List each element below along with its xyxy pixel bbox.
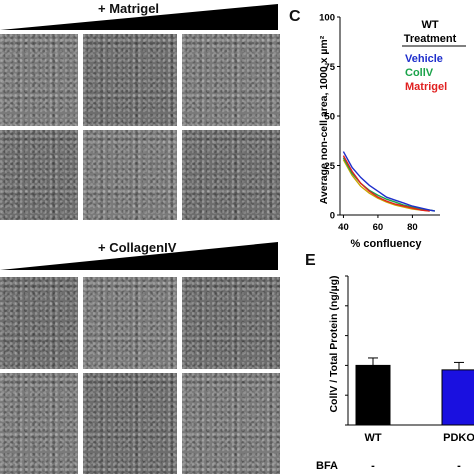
series-line-unlabeled (342, 159, 430, 212)
y-tick-label: 50 (324, 112, 335, 123)
micrograph-image (83, 130, 177, 220)
bar-pdko (441, 369, 474, 426)
micrograph-image (0, 130, 78, 220)
micrograph-image (83, 34, 177, 126)
collagen-gradient-wedge (0, 242, 278, 270)
legend-title-wt: WT (421, 19, 438, 31)
bfa-label: BFA (316, 460, 338, 472)
category-label: WT (364, 432, 381, 444)
y-tick-label: 100 (319, 13, 335, 24)
panel-c-letter: C (289, 8, 301, 25)
micrograph-image (83, 277, 177, 369)
matrigel-gradient-wedge (0, 4, 278, 30)
legend-vehicle: Vehicle (405, 53, 443, 65)
x-tick-label: 80 (407, 222, 418, 233)
y-tick-label: 25 (324, 161, 335, 172)
y-tick-label: 0 (330, 211, 335, 222)
y-tick-label: 75 (324, 62, 335, 73)
micrograph-image (182, 34, 280, 126)
micrograph-image (0, 34, 78, 126)
bar-wt (355, 364, 391, 426)
micrograph-image (0, 373, 78, 474)
panel-e-letter: E (305, 252, 316, 269)
legend-matrigel: Matrigel (405, 81, 447, 93)
series-line-vehicle (342, 151, 435, 212)
micrograph-image (182, 277, 280, 369)
legend: WT Treatment Vehicle CollV Matrigel (402, 19, 466, 93)
micrograph-image (182, 130, 280, 220)
category-label: PDKO (443, 432, 474, 444)
micrograph-image (182, 373, 280, 474)
bfa-value-wt: - (371, 460, 375, 472)
bfa-value-pdko: - (457, 460, 461, 472)
micrograph-image (0, 277, 78, 369)
legend-title-treatment: Treatment (404, 33, 457, 45)
x-tick-label: 60 (373, 222, 384, 233)
y-axis-label: CollV / Total Protein (ng/µg) (328, 275, 340, 412)
panel-e-bar-chart: CollV / Total Protein (ng/µg) WT PDKO BFA… (316, 275, 474, 472)
collagen-gradient-label: + CollagenIV (98, 240, 177, 255)
x-axis-label: % confluency (351, 238, 423, 250)
series-line-matrigel (342, 155, 430, 212)
legend-collv: CollV (405, 67, 434, 79)
y-axis-label: Average non-cell area, 1000 x µm² (318, 35, 330, 204)
micrograph-image (83, 373, 177, 474)
panel-c-line-chart: Average non-cell area, 1000 x µm² 0 25 50 7… (318, 13, 466, 250)
matrigel-gradient-label: + Matrigel (98, 1, 160, 16)
x-tick-label: 40 (338, 222, 349, 233)
